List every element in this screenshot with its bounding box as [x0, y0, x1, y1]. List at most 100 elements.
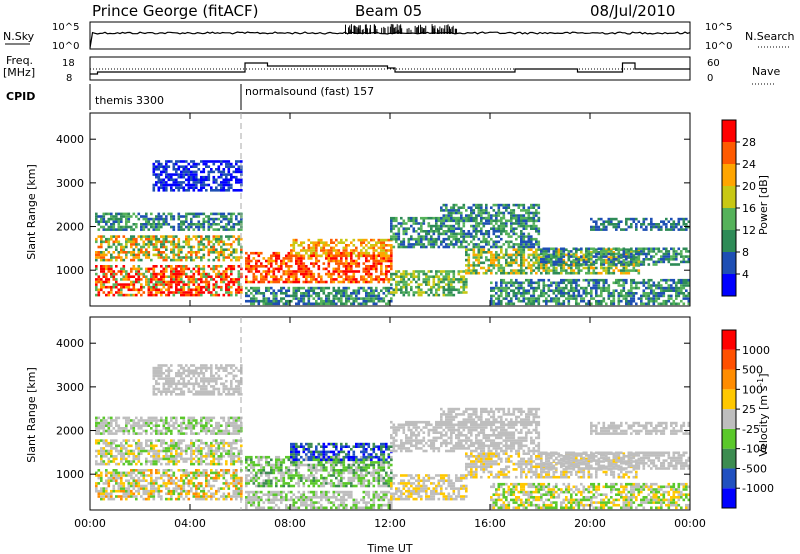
heatmap-cell [500, 289, 503, 292]
heatmap-cell [470, 209, 473, 212]
heatmap-cell [205, 160, 208, 163]
heatmap-cell [340, 299, 343, 303]
heatmap-cell [262, 297, 266, 300]
heatmap-cell [500, 271, 503, 275]
heatmap-cell [622, 278, 626, 282]
heatmap-cell [285, 280, 288, 284]
heatmap-cell [172, 251, 176, 254]
heatmap-cell [435, 243, 438, 246]
heatmap-cell [380, 259, 383, 263]
heatmap-cell [505, 222, 508, 225]
heatmap-cell [170, 189, 173, 192]
heatmap-cell [340, 254, 343, 258]
heatmap-cell [145, 220, 148, 223]
heatmap-cell [195, 165, 198, 168]
heatmap-cell [120, 449, 123, 453]
heatmap-cell [297, 299, 301, 303]
heatmap-cell [277, 251, 281, 255]
heatmap-cell [345, 299, 348, 303]
heatmap-cell [210, 419, 213, 422]
heatmap-cell [460, 230, 463, 233]
heatmap-cell [445, 293, 448, 297]
heatmap-cell [662, 252, 666, 256]
heatmap-cell [387, 280, 391, 284]
heatmap-cell [132, 258, 136, 262]
heatmap-cell [305, 270, 308, 273]
heatmap-cell [315, 286, 318, 290]
heatmap-cell [372, 292, 376, 295]
heatmap-cell [350, 259, 353, 263]
heatmap-cell [530, 302, 533, 306]
heatmap-cell [422, 235, 426, 238]
heatmap-cell [157, 432, 161, 435]
heatmap-cell [522, 297, 526, 300]
heatmap-cell [352, 280, 356, 284]
heatmap-cell [432, 230, 436, 233]
heatmap-cell [635, 225, 638, 229]
heatmap-cell [247, 262, 251, 265]
heatmap-cell [615, 256, 618, 259]
heatmap-cell [247, 289, 251, 292]
heatmap-cell [517, 248, 521, 251]
heatmap-cell [110, 217, 113, 221]
heatmap-cell [175, 178, 178, 182]
heatmap-cell [222, 181, 226, 184]
heatmap-cell [187, 170, 191, 174]
heatmap-cell [267, 257, 271, 260]
heatmap-cell [240, 181, 243, 184]
heatmap-cell [637, 261, 641, 265]
heatmap-cell [655, 263, 658, 266]
heatmap-cell [467, 216, 471, 220]
heatmap-cell [155, 223, 158, 226]
heatmap-cell [197, 178, 201, 182]
heatmap-cell [527, 243, 531, 246]
heatmap-cell [170, 432, 173, 435]
heatmap-cell [522, 289, 526, 292]
heatmap-cell [597, 252, 601, 256]
heatmap-cell [360, 241, 363, 244]
heatmap-cell [205, 429, 208, 433]
heatmap-cell [390, 283, 393, 286]
heatmap-cell [427, 293, 431, 297]
heatmap-cell [175, 243, 178, 246]
heatmap-cell [560, 271, 563, 275]
heatmap-cell [590, 286, 593, 290]
heatmap-cell [572, 252, 576, 256]
heatmap-cell [127, 432, 131, 435]
heatmap-cell [500, 248, 503, 251]
heatmap-cell [495, 253, 498, 257]
heatmap-cell [497, 261, 501, 265]
heatmap-cell [235, 258, 238, 262]
heatmap-cell [562, 255, 566, 258]
heatmap-cell [437, 283, 441, 286]
heatmap-cell [522, 216, 526, 220]
heatmap-cell [682, 255, 686, 258]
heatmap-cell [152, 162, 156, 166]
heatmap-cell [452, 272, 456, 276]
heatmap-cell [202, 416, 206, 420]
heatmap-cell [210, 189, 213, 192]
heatmap-cell [272, 270, 276, 273]
heatmap-cell [685, 247, 688, 251]
heatmap-cell [562, 260, 566, 264]
heatmap-cell [377, 292, 381, 295]
heatmap-cell [527, 209, 531, 212]
heatmap-cell [435, 293, 438, 297]
heatmap-cell [237, 178, 241, 182]
heatmap-cell [320, 275, 323, 278]
heatmap-cell [492, 245, 496, 249]
heatmap-cell [377, 254, 381, 258]
heatmap-cell [200, 258, 203, 262]
heatmap-cell [137, 288, 141, 292]
heatmap-cell [345, 272, 348, 276]
heatmap-cell [590, 263, 593, 266]
heatmap-cell [337, 267, 341, 271]
heatmap-cell [345, 254, 348, 258]
heatmap-cell [345, 246, 348, 250]
heatmap-cell [542, 299, 546, 303]
heatmap-cell [132, 429, 136, 433]
heatmap-cell [492, 243, 496, 246]
heatmap-cell [170, 267, 173, 271]
heatmap-cell [612, 255, 616, 258]
heatmap-cell [382, 251, 386, 255]
